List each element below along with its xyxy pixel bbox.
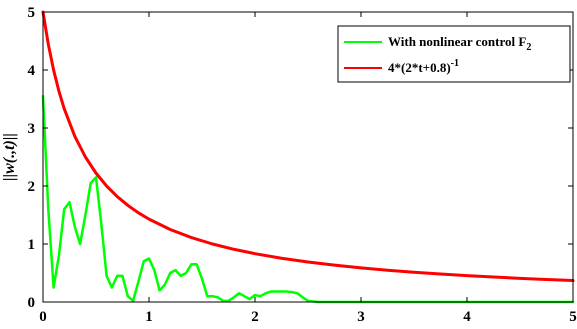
legend: With nonlinear control F2 4*(2*t+0.8)-1 bbox=[337, 25, 571, 83]
series-line-2 bbox=[41, 10, 575, 283]
legend-label-1: With nonlinear control F2 bbox=[388, 34, 531, 53]
y-tick-label: 1 bbox=[28, 237, 36, 253]
y-tick-label: 2 bbox=[28, 179, 36, 195]
x-tick-label: 2 bbox=[251, 309, 259, 325]
y-tick-label: 5 bbox=[28, 5, 36, 21]
series-layer bbox=[41, 10, 575, 304]
axes-layer bbox=[42, 11, 574, 303]
legend-box bbox=[337, 25, 571, 83]
ticks-layer: 0 1 2 3 4 5 0 1 2 3 4 5 bbox=[28, 5, 577, 325]
x-tick-label: 5 bbox=[569, 309, 577, 325]
axes-frame bbox=[42, 11, 574, 303]
y-tick-label: 3 bbox=[28, 121, 36, 137]
y-tick-label: 0 bbox=[28, 295, 36, 311]
series-line-1 bbox=[41, 94, 575, 304]
x-tick-label: 3 bbox=[357, 309, 365, 325]
y-tick-label: 4 bbox=[28, 63, 36, 79]
x-tick-label: 4 bbox=[463, 309, 471, 325]
y-axis-label: ||w(.,t)|| bbox=[1, 133, 18, 181]
x-tick-label: 1 bbox=[145, 309, 153, 325]
x-tick-label: 0 bbox=[39, 309, 47, 325]
legend-label-2: 4*(2*t+0.8)-1 bbox=[388, 58, 459, 75]
